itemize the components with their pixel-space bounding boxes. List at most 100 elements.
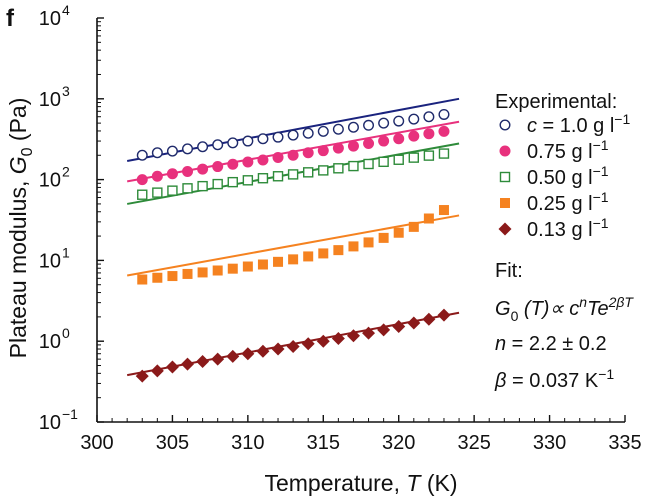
y-tick-exponent: 4 [62, 2, 70, 18]
x-tick-label: 310 [231, 432, 264, 454]
data-point-series-3 [333, 163, 344, 174]
data-point-series-4 [212, 265, 223, 276]
data-point-series-5 [346, 329, 360, 343]
data-point-series-3 [318, 165, 329, 176]
data-point-series-1 [363, 119, 375, 131]
data-point-series-5 [286, 339, 300, 353]
data-point-series-2 [166, 168, 178, 180]
data-point-series-2 [393, 133, 405, 145]
data-point-series-3 [242, 175, 254, 186]
data-point-series-3 [303, 167, 314, 178]
data-point-series-2 [227, 158, 239, 170]
data-point-series-3 [137, 189, 148, 200]
data-point-series-1 [136, 149, 148, 161]
data-point-series-2 [332, 142, 344, 154]
data-point-series-3 [212, 178, 223, 190]
y-tick-exponent: −1 [62, 406, 78, 422]
x-tick-label: 330 [533, 432, 566, 454]
data-point-series-4 [333, 245, 344, 256]
data-point-series-4 [137, 274, 148, 285]
data-point-series-4 [273, 256, 284, 267]
legend-label-series-5: 0.13 g l−1 [527, 215, 609, 241]
data-markers [135, 108, 451, 383]
data-point-series-3 [197, 180, 208, 192]
data-point-series-5 [316, 334, 330, 348]
data-point-series-5 [377, 323, 391, 337]
data-point-series-1 [151, 147, 163, 159]
data-point-series-4 [257, 259, 268, 270]
data-point-series-3 [393, 154, 404, 165]
data-point-series-5 [392, 320, 406, 334]
data-point-series-3 [272, 171, 284, 182]
data-point-series-5 [165, 360, 179, 374]
data-point-series-3 [408, 152, 419, 163]
data-point-series-5 [256, 344, 270, 358]
fit-beta: β = 0.037 K−1 [494, 366, 614, 392]
data-point-series-4 [348, 241, 359, 252]
data-point-series-4 [393, 227, 404, 238]
data-point-series-1 [438, 108, 450, 120]
y-tick-label: 10 [39, 170, 61, 192]
x-tick-label: 320 [382, 432, 415, 454]
x-tick-label: 300 [80, 432, 113, 454]
data-point-series-4 [303, 251, 314, 262]
data-point-series-2 [182, 165, 194, 177]
legend-label-series-4: 0.25 g l−1 [527, 189, 609, 215]
data-point-series-2 [242, 156, 254, 168]
data-point-series-4 [288, 254, 299, 265]
data-point-series-4 [227, 263, 238, 274]
data-point-series-1 [423, 111, 435, 123]
y-tick-exponent: 3 [62, 83, 70, 99]
y-tick-label: 10 [39, 412, 61, 434]
data-point-series-4 [242, 261, 253, 272]
x-tick-label: 325 [457, 432, 490, 454]
data-point-series-4 [152, 272, 163, 283]
data-point-series-2 [136, 174, 148, 186]
fit-formula: G0 (T)∝ cnTe2βT [495, 294, 634, 324]
data-point-series-1 [332, 123, 344, 135]
data-point-series-2 [438, 125, 450, 137]
x-axis-title: Temperature, T (K) [264, 470, 457, 496]
data-point-series-5 [150, 364, 164, 378]
data-point-series-1 [393, 115, 405, 127]
x-tick-label: 315 [307, 432, 340, 454]
data-point-series-1 [166, 145, 178, 157]
legend-marker-series-4 [500, 198, 510, 208]
fit-line-series-4 [126, 214, 460, 277]
data-point-series-5 [181, 357, 195, 371]
data-point-series-3 [227, 176, 238, 188]
data-point-series-2 [287, 149, 299, 161]
data-point-series-5 [196, 355, 210, 369]
data-point-series-3 [257, 173, 269, 184]
legend-marker-series-1 [499, 119, 511, 131]
data-point-series-2 [257, 154, 269, 166]
data-point-series-4 [318, 248, 329, 259]
data-point-series-1 [272, 131, 284, 143]
x-tick-label: 335 [608, 432, 641, 454]
data-point-series-2 [347, 140, 359, 152]
y-tick-exponent: 1 [62, 244, 70, 260]
legend-label-series-1: c = 1.0 g l−1 [527, 111, 630, 137]
data-point-series-5 [331, 331, 345, 345]
data-point-series-5 [437, 308, 451, 322]
legend-label-series-3: 0.50 g l−1 [527, 163, 609, 189]
data-point-series-5 [211, 352, 225, 366]
data-point-series-3 [287, 169, 299, 180]
legend-label-series-2: 0.75 g l−1 [527, 137, 609, 163]
legend: Experimental:c = 1.0 g l−10.75 g l−10.50… [494, 91, 634, 392]
data-point-series-3 [152, 187, 163, 198]
y-tick-exponent: 0 [62, 325, 70, 341]
data-point-series-1 [317, 125, 329, 137]
data-point-series-2 [378, 135, 390, 147]
fit-exponent-n: n = 2.2 ± 0.2 [495, 333, 607, 355]
data-point-series-3 [378, 156, 389, 168]
fit-heading: Fit: [495, 260, 523, 282]
y-tick-exponent: 2 [62, 164, 70, 180]
data-point-series-3 [363, 158, 374, 170]
y-tick-label: 10 [39, 8, 61, 30]
data-point-series-3 [182, 183, 193, 194]
data-point-series-4 [363, 237, 374, 248]
data-point-series-5 [362, 326, 376, 340]
